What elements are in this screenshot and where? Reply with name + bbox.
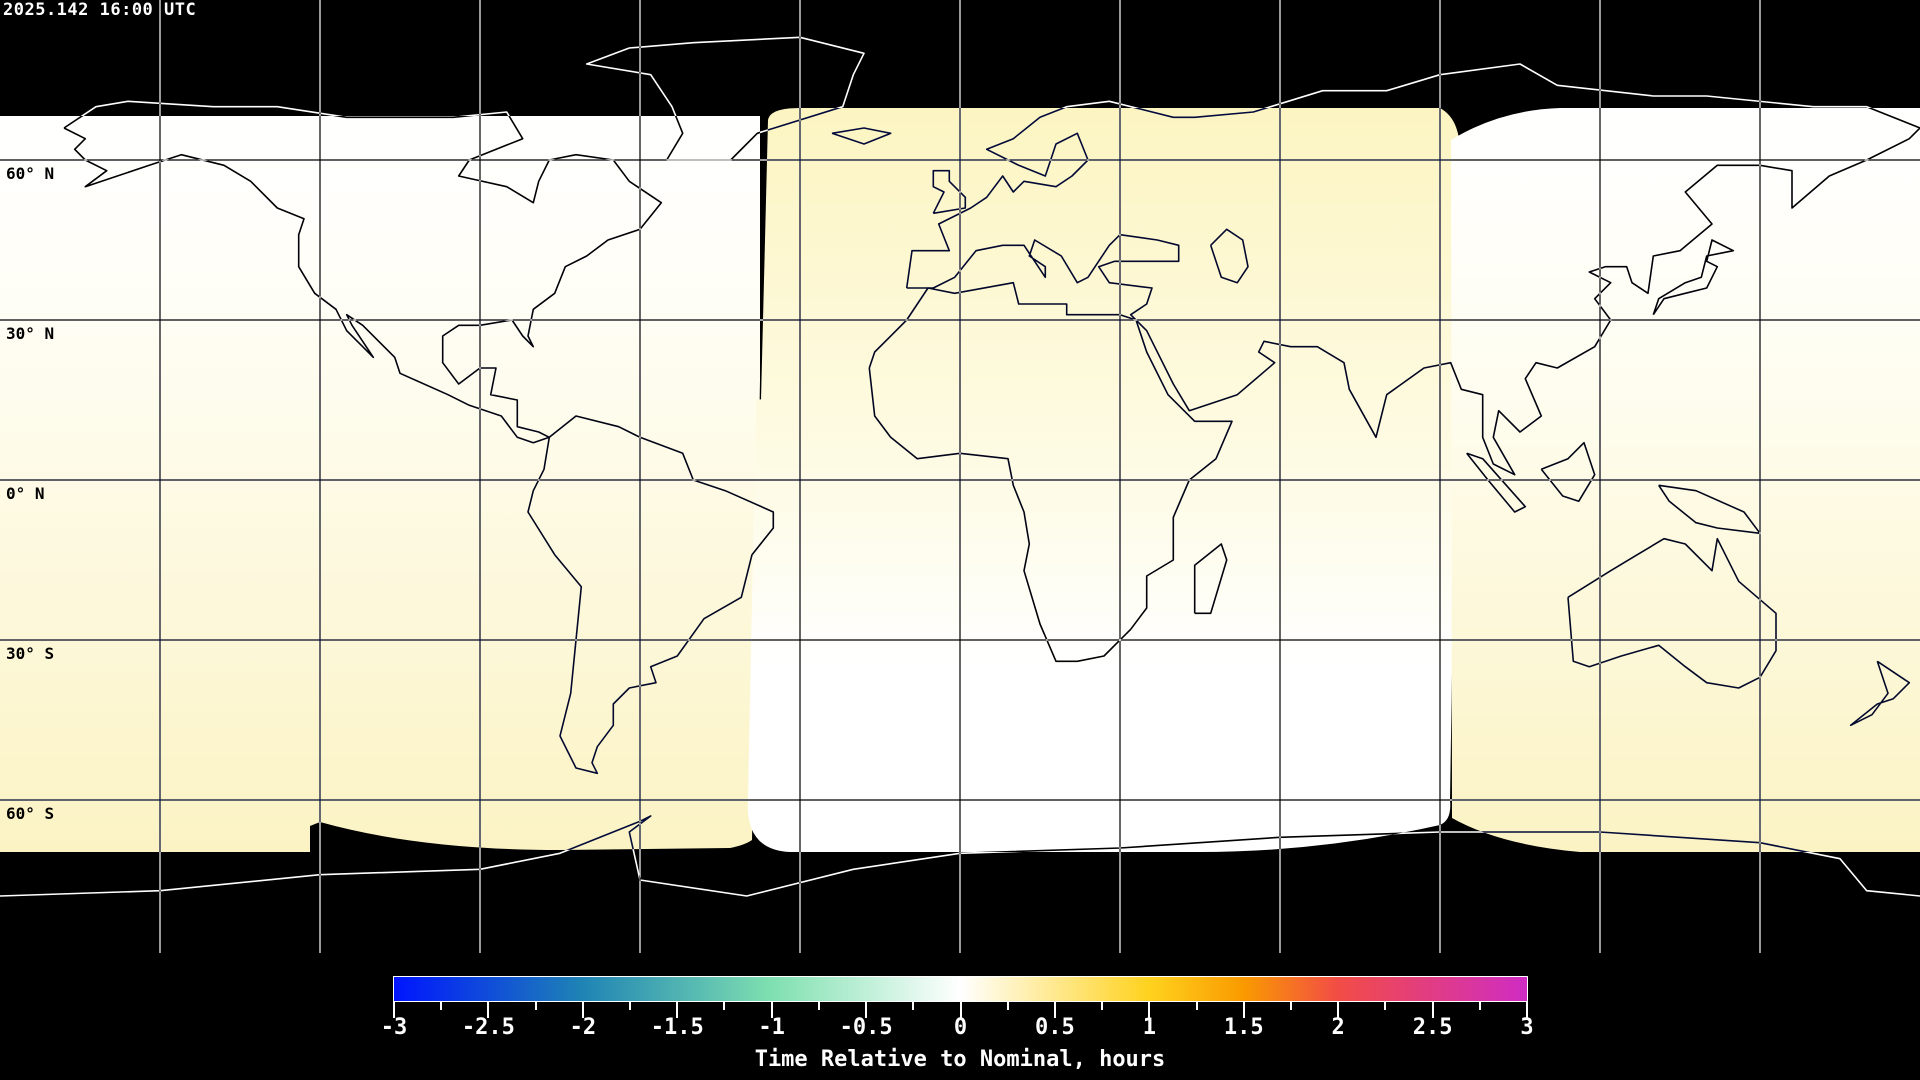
coastline-new-guinea xyxy=(1658,484,1761,535)
coverage-region-west xyxy=(0,116,760,852)
colorbar-tick xyxy=(1242,1002,1245,1018)
colorbar-tick xyxy=(1289,1002,1292,1010)
colorbar-tick xyxy=(1006,1002,1009,1010)
colorbar-tick-label: -2 xyxy=(569,1015,597,1040)
coastline-south-america xyxy=(527,415,775,775)
colorbar-tick xyxy=(912,1002,915,1010)
coastline-new-zealand xyxy=(1849,660,1911,727)
coastline-sumatra xyxy=(1466,452,1527,513)
colorbar-tick xyxy=(1337,1002,1340,1018)
colorbar-tick xyxy=(865,1002,868,1018)
colorbar-tick-label: 1 xyxy=(1142,1015,1156,1040)
coastline-eurasia xyxy=(905,63,1920,476)
lat-label-60s: 60° S xyxy=(6,804,55,823)
lat-label-0n: 0° N xyxy=(6,484,45,503)
coastline-japan xyxy=(1652,239,1735,316)
timestamp: 2025.142 16:00 UTC xyxy=(3,0,197,20)
world-map xyxy=(0,0,1920,953)
colorbar-tick xyxy=(393,1002,395,1018)
colorbar-tick xyxy=(676,1002,679,1018)
colorbar-tick xyxy=(534,1002,537,1010)
graticule xyxy=(0,0,1920,953)
colorbar-tick-label: 1.5 xyxy=(1223,1015,1264,1040)
colorbar-tick xyxy=(817,1002,820,1010)
coastline-borneo xyxy=(1540,441,1596,503)
colorbar-tick xyxy=(770,1002,773,1018)
coastline-antarctica xyxy=(0,815,1920,897)
coastline-caspian-sea xyxy=(1209,228,1249,284)
colorbar-tick xyxy=(440,1002,443,1010)
coastline-greenland xyxy=(585,36,865,161)
colorbar-tick xyxy=(1148,1002,1151,1018)
colorbar-tick xyxy=(1101,1002,1104,1010)
coastline-iceland xyxy=(831,127,892,145)
colorbar-tick-label: 2 xyxy=(1331,1015,1345,1040)
colorbar-tick-label: 3 xyxy=(1520,1015,1534,1040)
colorbar-tick xyxy=(1478,1002,1481,1010)
coastline-north-america xyxy=(63,100,663,444)
colorbar xyxy=(393,976,1528,1002)
colorbar-tick xyxy=(1384,1002,1387,1010)
colorbar-tick-label: -1 xyxy=(758,1015,785,1040)
colorbar-tick xyxy=(1431,1002,1434,1018)
colorbar-tick xyxy=(959,1002,962,1018)
colorbar-tick xyxy=(629,1002,632,1010)
lat-label-30s: 30° S xyxy=(6,644,55,663)
coastline-australia xyxy=(1567,537,1777,689)
colorbar-title: Time Relative to Nominal, hours xyxy=(754,1047,1166,1072)
colorbar-tick xyxy=(581,1002,584,1018)
colorbar-tick-label: -3 xyxy=(380,1015,408,1040)
colorbar-tick xyxy=(1526,1002,1528,1018)
colorbar-tick-label: -1.5 xyxy=(650,1015,704,1040)
lat-label-60n: 60° N xyxy=(6,164,55,183)
colorbar-tick-label: 0.5 xyxy=(1035,1015,1075,1040)
coastline-madagascar xyxy=(1193,543,1228,615)
colorbar-tick xyxy=(723,1002,726,1010)
colorbar-tick xyxy=(1053,1002,1056,1018)
coastline-africa xyxy=(868,281,1233,663)
coastline-great-britain xyxy=(932,169,967,215)
colorbar-tick-label: 2.5 xyxy=(1412,1015,1453,1040)
colorbar-tick-label: 0 xyxy=(953,1015,968,1040)
colorbar-tick-label: -0.5 xyxy=(839,1015,893,1040)
lat-label-30n: 30° N xyxy=(6,324,55,343)
colorbar-tick-label: -2.5 xyxy=(461,1015,515,1040)
coastlines xyxy=(0,36,1920,897)
colorbar-tick xyxy=(1195,1002,1198,1010)
colorbar-tick xyxy=(487,1002,490,1018)
